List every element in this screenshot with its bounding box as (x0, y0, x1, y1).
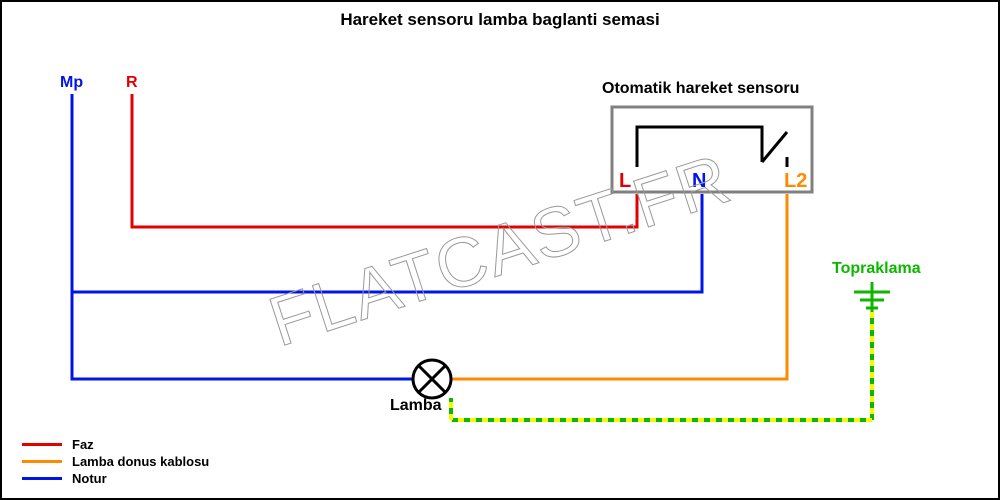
diagram-container: Hareket sensoru lamba baglanti semasi Mp… (0, 0, 1000, 500)
sensor-box (612, 107, 812, 192)
legend-text-faz: Faz (72, 437, 94, 452)
legend-text-notur: Notur (72, 471, 107, 486)
legend: Faz Lamba donus kablosu Notur (22, 437, 209, 488)
legend-row-notur: Notur (22, 471, 209, 486)
legend-row-donus: Lamba donus kablosu (22, 454, 209, 469)
sensor-inner-bracket (637, 127, 762, 167)
wire-mp-to-lamp (72, 94, 413, 379)
sensor-switch (762, 132, 787, 162)
legend-swatch-donus (22, 460, 62, 463)
legend-text-donus: Lamba donus kablosu (72, 454, 209, 469)
wire-mp-to-n (72, 194, 702, 292)
legend-swatch-faz (22, 443, 62, 446)
legend-swatch-notur (22, 477, 62, 480)
wire-l2-to-lamp (451, 194, 787, 379)
wire-r-to-l (132, 94, 637, 227)
legend-row-faz: Faz (22, 437, 209, 452)
wiring-svg (2, 2, 998, 498)
